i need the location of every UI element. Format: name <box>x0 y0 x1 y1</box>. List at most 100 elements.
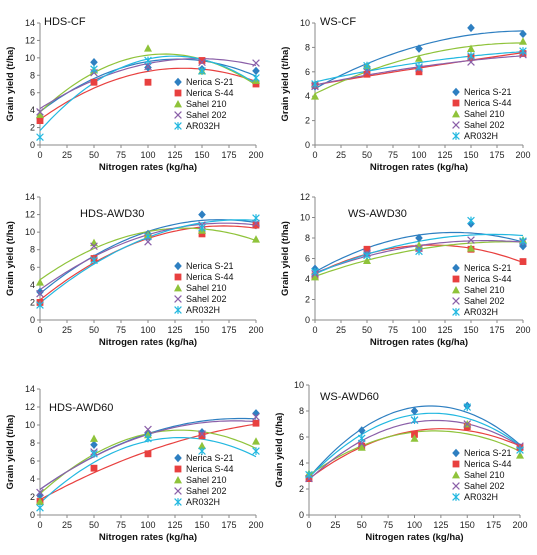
x-tick-label: 75 <box>383 520 393 530</box>
y-tick-label: 10 <box>294 380 304 390</box>
legend-marker-nerica-s-21 <box>452 263 460 273</box>
legend-marker-sahel-202 <box>452 482 460 490</box>
y-tick-label: 10 <box>300 213 310 223</box>
legend-marker-ar032h <box>452 493 460 501</box>
legend-marker-sahel-202 <box>452 121 460 129</box>
legend-label-nerica-s-44: Nerica S-44 <box>186 272 234 282</box>
data-point-ar032h <box>198 223 206 232</box>
x-tick-label: 100 <box>140 520 155 530</box>
data-point-ar032h <box>252 214 260 222</box>
data-point-nerica-s-44 <box>415 68 423 76</box>
data-point-sahel-202 <box>198 58 206 67</box>
x-tick-label: 200 <box>512 520 527 530</box>
legend-marker-ar032h <box>174 498 182 506</box>
data-point-nerica-s-21 <box>467 23 475 33</box>
x-tick-label: 75 <box>388 325 398 335</box>
data-point-nerica-s-44 <box>144 78 152 86</box>
data-point-sahel-202 <box>252 413 260 421</box>
data-point-sahel-210 <box>410 434 419 442</box>
x-tick-label: 75 <box>116 520 126 530</box>
data-point-ar032h <box>90 256 98 265</box>
data-point-ar032h <box>415 247 423 256</box>
legend-marker-ar032h <box>174 306 182 314</box>
legend-label-sahel-210: Sahel 210 <box>464 470 505 480</box>
y-tick-label: 2 <box>30 492 35 502</box>
data-point-nerica-s-21 <box>90 58 98 67</box>
legend-marker-sahel-202 <box>174 487 182 495</box>
data-point-nerica-s-21 <box>519 29 527 39</box>
x-tick-label: 100 <box>140 150 155 160</box>
data-point-nerica-s-21 <box>198 210 206 219</box>
data-point-ar032h <box>252 74 260 82</box>
data-point-sahel-202 <box>467 58 475 66</box>
data-point-sahel-210 <box>90 238 98 247</box>
y-tick-label: 4 <box>305 91 310 101</box>
x-tick-label: 100 <box>407 520 422 530</box>
x-tick-label: 100 <box>140 325 155 335</box>
chart-panel-ws-awd30: 0 2 4 6 8 10 12 0 25 50 75 100 125 150 175 200 Nitrogen … <box>280 192 531 348</box>
panel-title: HDS-AWD60 <box>49 402 113 414</box>
y-tick-label: 6 <box>305 67 310 77</box>
x-axis-title: Nitrogen rates (kg/ha) <box>370 162 468 173</box>
data-point-nerica-s-44 <box>519 258 527 265</box>
data-point-sahel-210 <box>252 235 260 243</box>
data-point-sahel-202 <box>36 289 44 298</box>
legend-label-sahel-210: Sahel 210 <box>186 99 227 109</box>
data-point-ar032h <box>198 67 206 75</box>
legend-label-sahel-202: Sahel 202 <box>464 296 505 306</box>
data-point-nerica-s-44 <box>252 80 260 88</box>
data-point-ar032h <box>311 267 319 276</box>
y-tick-label: 6 <box>30 262 35 272</box>
trend-line-ar032h <box>314 51 524 83</box>
legend-label-sahel-202: Sahel 202 <box>464 120 505 130</box>
legend-label-sahel-202: Sahel 202 <box>186 110 227 120</box>
x-tick-label: 200 <box>515 325 530 335</box>
y-axis-title: Grain yield (t/ha) <box>274 413 285 488</box>
x-tick-label: 0 <box>306 520 311 530</box>
x-tick-label: 0 <box>312 150 317 160</box>
x-tick-label: 125 <box>167 520 182 530</box>
x-tick-label: 75 <box>116 150 126 160</box>
legend-marker-nerica-s-21 <box>174 453 182 463</box>
legend-marker-ar032h <box>174 122 182 130</box>
legend-marker-sahel-210 <box>452 471 460 479</box>
y-tick-label: 6 <box>299 432 304 442</box>
data-point-nerica-s-44 <box>90 78 98 86</box>
legend-marker-ar032h <box>452 308 460 316</box>
x-tick-label: 175 <box>489 325 504 335</box>
data-point-sahel-202 <box>36 488 44 497</box>
y-tick-label: 8 <box>305 42 310 52</box>
legend-marker-nerica-s-21 <box>452 87 460 97</box>
x-tick-label: 50 <box>357 520 367 530</box>
x-tick-label: 200 <box>515 150 530 160</box>
x-axis-title: Nitrogen rates (kg/ha) <box>99 532 197 543</box>
legend-marker-nerica-s-44 <box>452 99 460 107</box>
x-tick-label: 125 <box>167 150 182 160</box>
chart-panel-hds-awd30: 0 2 4 6 8 10 12 14 0 25 50 75 100 125 150 175 200 Nitroge… <box>5 192 264 348</box>
data-point-nerica-s-44 <box>363 245 371 253</box>
x-tick-label: 200 <box>248 325 263 335</box>
data-point-ar032h <box>144 232 152 241</box>
legend-label-sahel-210: Sahel 210 <box>464 109 505 119</box>
data-point-sahel-210 <box>467 44 475 53</box>
y-tick-label: 0 <box>30 140 35 150</box>
legend-label-sahel-210: Sahel 210 <box>464 285 505 295</box>
data-point-sahel-210 <box>144 44 152 52</box>
data-point-sahel-210 <box>90 434 98 442</box>
legend-marker-sahel-202 <box>174 111 182 119</box>
data-point-nerica-s-21 <box>410 406 419 416</box>
y-tick-label: 4 <box>30 280 35 290</box>
data-point-sahel-210 <box>519 37 527 45</box>
data-point-sahel-210 <box>357 443 366 451</box>
legend-label-sahel-210: Sahel 210 <box>186 475 227 485</box>
x-axis-title: Nitrogen rates (kg/ha) <box>99 162 197 173</box>
legend-label-nerica-s-21: Nerica S-21 <box>464 87 512 97</box>
panel-title: WS-CF <box>320 16 356 28</box>
data-point-ar032h <box>311 80 319 88</box>
legend-label-nerica-s-44: Nerica S-44 <box>464 459 512 469</box>
data-point-nerica-s-21 <box>357 426 366 435</box>
legend-label-nerica-s-44: Nerica S-44 <box>186 88 234 98</box>
panel-title: WS-AWD30 <box>348 208 407 220</box>
data-point-sahel-210 <box>252 437 260 445</box>
